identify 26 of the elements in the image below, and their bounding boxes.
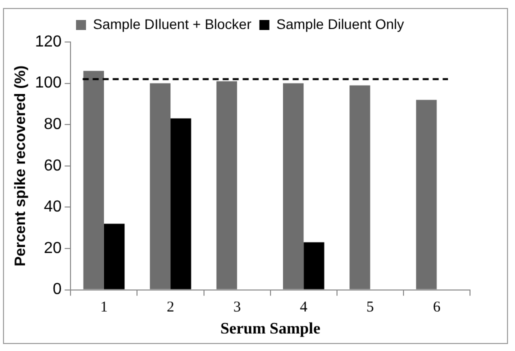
bar	[282, 83, 304, 290]
bar	[350, 85, 370, 290]
y-axis-title: Percent spike recovered (%)	[12, 65, 30, 266]
y-tick-label: 20	[44, 240, 62, 257]
bar	[150, 83, 171, 290]
y-tick-label: 120	[34, 33, 62, 50]
legend-label: Sample Diluent Only	[276, 16, 404, 32]
x-axis-title: Serum Sample	[220, 320, 320, 338]
x-tick-label: 6	[432, 300, 441, 316]
x-tick-label: 4	[300, 300, 308, 316]
y-tick-label: 100	[34, 74, 62, 92]
x-tick-label: 1	[100, 300, 108, 316]
bar	[83, 70, 104, 290]
bar	[170, 118, 192, 290]
bar	[216, 81, 238, 290]
bar	[104, 224, 125, 290]
bar	[304, 242, 324, 290]
x-tick-label: 3	[233, 300, 241, 316]
x-tick-label: 2	[166, 300, 174, 316]
bar	[416, 100, 437, 290]
y-tick-label: 80	[44, 116, 62, 134]
y-tick-label: 60	[44, 157, 62, 174]
y-tick-label: 0	[52, 281, 62, 298]
y-tick-label: 40	[44, 198, 62, 216]
legend-label: Sample DIluent + Blocker	[93, 16, 252, 32]
x-tick-label: 5	[366, 300, 374, 316]
